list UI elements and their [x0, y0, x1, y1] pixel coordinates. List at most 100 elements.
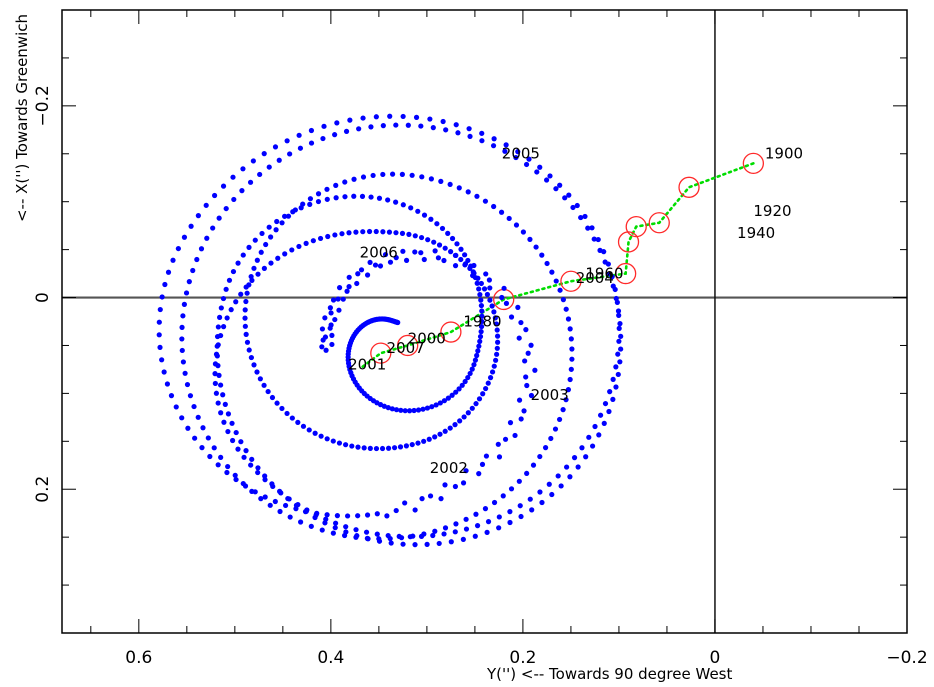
daily-pole-point	[478, 297, 484, 303]
daily-pole-point	[307, 196, 314, 202]
daily-pole-point	[195, 414, 201, 420]
daily-pole-point	[324, 512, 330, 518]
daily-pole-point	[436, 540, 442, 547]
daily-pole-point	[469, 405, 475, 411]
daily-pole-point	[342, 194, 348, 200]
daily-pole-point	[229, 420, 235, 426]
daily-pole-point	[374, 511, 380, 517]
daily-pole-point	[527, 496, 533, 502]
daily-pole-point	[405, 122, 411, 128]
daily-pole-point	[322, 334, 329, 340]
daily-pole-point	[457, 418, 463, 424]
daily-pole-point	[282, 213, 288, 219]
mean-pole-circle	[678, 176, 700, 198]
daily-pole-point	[393, 507, 399, 514]
daily-pole-point	[460, 536, 466, 542]
daily-pole-point	[398, 407, 404, 413]
daily-pole-point	[513, 222, 520, 228]
daily-pole-point	[436, 242, 443, 248]
daily-pole-point	[157, 306, 163, 313]
daily-pole-point	[517, 503, 523, 509]
daily-pole-point	[393, 230, 399, 236]
x-tick-label: 0.6	[125, 648, 152, 668]
daily-pole-point	[411, 407, 417, 414]
daily-pole-point	[516, 397, 523, 403]
daily-pole-point	[485, 519, 492, 525]
daily-pole-point	[424, 405, 431, 411]
daily-pole-point	[491, 136, 497, 142]
year-label: 2000	[408, 330, 446, 348]
daily-pole-point	[479, 461, 486, 467]
daily-pole-point	[200, 425, 206, 431]
daily-pole-point	[318, 433, 324, 439]
daily-pole-point	[203, 202, 209, 208]
daily-pole-point	[347, 117, 353, 123]
daily-pole-point	[475, 348, 481, 354]
daily-pole-point	[460, 480, 467, 486]
daily-pole-point	[473, 401, 479, 407]
daily-pole-point	[437, 431, 443, 437]
daily-pole-point	[463, 526, 470, 532]
daily-pole-point	[156, 319, 162, 325]
daily-pole-series	[156, 113, 624, 548]
daily-pole-point	[334, 513, 340, 519]
daily-pole-point	[214, 353, 220, 359]
daily-pole-point	[427, 116, 433, 122]
daily-pole-point	[342, 179, 348, 185]
daily-pole-point	[537, 489, 543, 495]
daily-pole-point	[421, 531, 427, 537]
daily-pole-point	[332, 316, 338, 323]
daily-pole-point	[429, 404, 435, 410]
daily-pole-point	[192, 435, 198, 441]
daily-pole-point	[502, 436, 509, 442]
daily-pole-point	[322, 520, 328, 526]
zero-lines	[62, 10, 907, 633]
daily-pole-point	[261, 382, 267, 388]
daily-pole-point	[296, 132, 302, 138]
daily-pole-point	[428, 216, 434, 222]
daily-pole-point	[432, 528, 438, 534]
daily-pole-point	[191, 403, 197, 410]
daily-pole-point	[613, 364, 619, 370]
daily-pole-point	[346, 274, 352, 280]
daily-pole-point	[400, 113, 406, 120]
daily-pole-point	[606, 271, 613, 277]
daily-pole-point	[373, 445, 380, 452]
daily-pole-point	[284, 138, 290, 144]
daily-pole-point	[438, 496, 444, 502]
daily-pole-point	[465, 257, 471, 264]
daily-pole-point	[418, 123, 424, 129]
daily-pole-point	[220, 392, 226, 398]
daily-pole-point	[489, 369, 496, 375]
daily-pole-point	[355, 444, 361, 450]
daily-pole-point	[224, 469, 230, 476]
daily-pole-point	[479, 138, 485, 144]
daily-pole-point	[526, 156, 532, 162]
daily-pole-point	[354, 533, 360, 539]
daily-pole-point	[240, 166, 246, 172]
daily-pole-point	[179, 324, 185, 330]
year-label: 2006	[360, 243, 398, 261]
daily-pole-point	[508, 314, 515, 320]
daily-pole-point	[515, 149, 521, 155]
daily-pole-point	[465, 189, 471, 195]
daily-pole-point	[246, 244, 252, 250]
daily-pole-point	[168, 393, 175, 399]
daily-pole-point	[447, 181, 453, 188]
daily-pole-point	[385, 445, 392, 451]
daily-pole-point	[164, 381, 171, 387]
daily-pole-point	[431, 239, 437, 245]
daily-pole-point	[212, 380, 218, 387]
daily-pole-point	[479, 308, 485, 314]
daily-pole-point	[533, 244, 539, 250]
daily-pole-point	[324, 186, 330, 192]
daily-pole-point	[156, 332, 162, 338]
daily-pole-point	[449, 392, 455, 398]
daily-pole-point	[522, 358, 528, 364]
daily-pole-point	[412, 233, 418, 239]
daily-pole-point	[272, 498, 278, 505]
daily-pole-point	[332, 132, 338, 138]
daily-pole-point	[349, 443, 355, 449]
daily-pole-point	[558, 483, 564, 489]
daily-pole-point	[602, 259, 608, 265]
